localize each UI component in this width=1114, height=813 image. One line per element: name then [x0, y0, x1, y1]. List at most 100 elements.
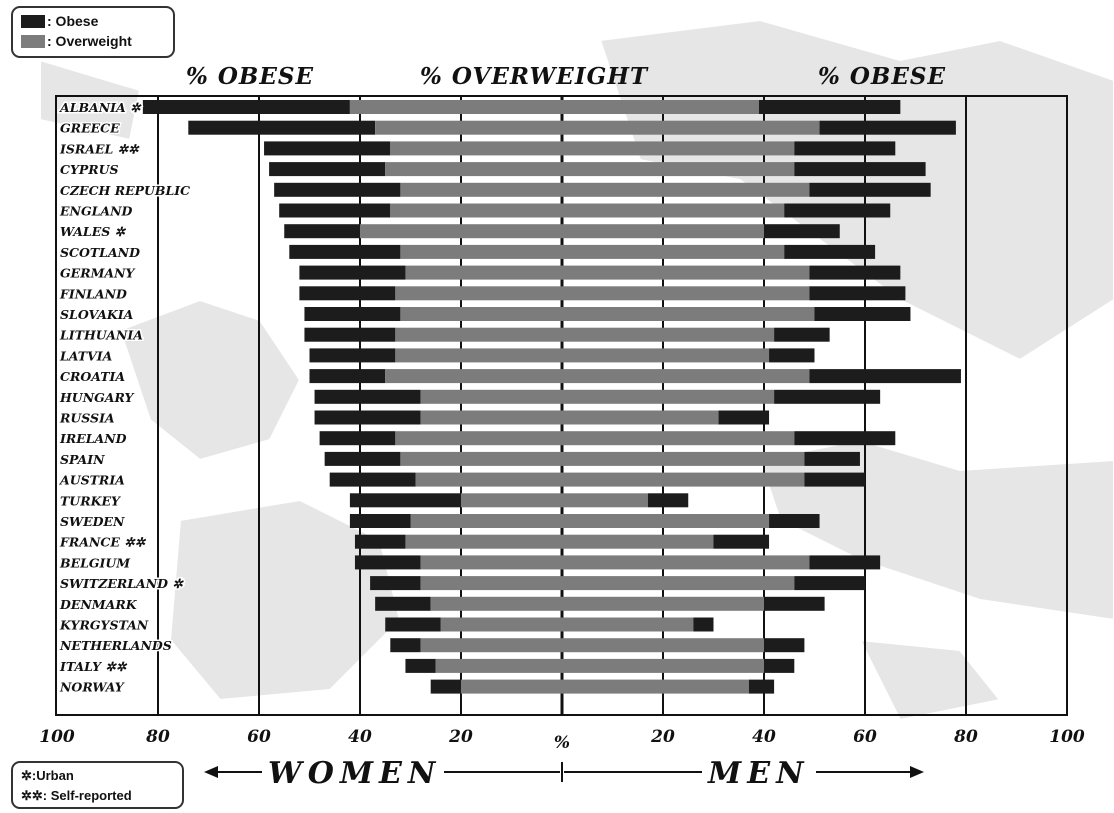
country-label: WALES ✲ [60, 224, 127, 239]
women-obese-bar [304, 327, 396, 342]
men-overweight-bar [562, 307, 815, 321]
men-obese-bar [809, 369, 961, 384]
men-overweight-bar [562, 203, 785, 218]
women-obese-bar [274, 182, 401, 197]
women-obese-bar [329, 472, 416, 487]
overweight-header: % OVERWEIGHT [420, 63, 649, 90]
men-overweight-bar [562, 576, 795, 591]
men-overweight-bar [562, 451, 805, 466]
women-obese-bar [349, 514, 411, 528]
x-tick-label: 100 [1049, 727, 1085, 747]
women-overweight-bar [420, 576, 562, 591]
men-obese-bar [814, 307, 911, 321]
women-label: WOMEN [268, 756, 441, 791]
country-label: ISRAEL ✲✲ [59, 141, 140, 156]
chart-grid [55, 95, 1068, 716]
women-overweight-bar [400, 451, 562, 466]
men-obese-bar [819, 120, 956, 135]
men-overweight-bar [562, 679, 749, 694]
men-obese-bar [784, 203, 891, 218]
self-reported-symbol: ✲✲ [21, 788, 43, 803]
women-overweight-bar [375, 120, 562, 135]
country-label: CYPRUS [60, 162, 119, 177]
right-obese-header: % OBESE [818, 63, 947, 90]
men-overweight-bar [562, 100, 759, 114]
men-obese-bar [764, 638, 805, 653]
women-obese-bar [289, 244, 401, 259]
men-overweight-bar [562, 596, 764, 611]
country-label: AUSTRIA [59, 473, 125, 488]
men-overweight-bar [562, 141, 795, 156]
women-obese-bar [319, 431, 396, 446]
women-obese-bar [269, 162, 386, 177]
women-overweight-bar [415, 472, 562, 487]
men-obese-bar [809, 555, 881, 570]
men-arrow-head [910, 766, 924, 778]
women-obese-bar [349, 493, 461, 508]
notes-legend: ✲:Urban ✲✲: Self-reported [11, 761, 184, 809]
men-obese-bar [764, 596, 825, 611]
x-center-label: % [554, 733, 570, 753]
men-obese-bar [794, 141, 896, 156]
women-obese-bar [430, 679, 461, 694]
men-obese-bar [794, 576, 865, 591]
men-overweight-bar [562, 244, 785, 259]
women-overweight-bar [420, 389, 562, 404]
x-tick-label: 20 [448, 727, 473, 747]
country-label: GERMANY [60, 266, 136, 281]
women-obese-bar [299, 265, 406, 280]
men-overweight-bar [562, 617, 694, 632]
chart-bars [142, 100, 961, 694]
women-arrow-head [204, 766, 218, 778]
x-tick-label: 40 [752, 727, 776, 747]
women-overweight-bar [435, 658, 562, 673]
country-label: ITALY ✲✲ [59, 659, 128, 674]
country-label: SLOVAKIA [60, 307, 134, 322]
men-overweight-bar [562, 493, 648, 508]
urban-symbol: ✲ [21, 768, 32, 783]
men-overweight-bar [562, 534, 714, 549]
legend: : Obese : Overweight [11, 6, 175, 58]
men-obese-bar [809, 286, 906, 301]
map-shape-2 [168, 498, 402, 702]
women-overweight-bar [400, 182, 562, 197]
men-obese-bar [769, 348, 815, 363]
gender-axis: WOMEN MEN [204, 756, 924, 791]
women-overweight-bar [405, 265, 562, 280]
men-obese-bar [718, 410, 770, 425]
country-label: LITHUANIA [59, 328, 143, 343]
men-overweight-bar [562, 286, 810, 301]
men-overweight-bar [562, 431, 795, 446]
men-obese-bar [804, 451, 860, 466]
women-obese-bar [370, 576, 421, 591]
x-axis-ticks: 100 80 60 40 20 20 40 60 80 100% [39, 727, 1085, 753]
men-obese-bar [647, 493, 689, 508]
men-overweight-bar [562, 410, 719, 425]
men-overweight-bar [562, 224, 764, 239]
women-obese-bar [354, 534, 406, 549]
men-obese-bar [713, 534, 770, 549]
country-label: DENMARK [59, 597, 138, 612]
women-overweight-bar [420, 555, 562, 570]
women-overweight-bar [405, 534, 562, 549]
country-label: SWEDEN [60, 514, 125, 529]
men-overweight-bar [562, 327, 775, 342]
x-tick-label: 80 [953, 727, 978, 747]
country-label: FINLAND [59, 286, 127, 301]
men-obese-bar [748, 679, 775, 694]
men-overweight-bar [562, 514, 770, 528]
country-label: IRELAND [59, 431, 127, 446]
map-shape-5 [39, 58, 142, 142]
women-overweight-bar [385, 162, 562, 177]
legend-label-obese: : Obese [47, 13, 99, 29]
men-obese-bar [804, 472, 865, 487]
country-label: NETHERLANDS [59, 638, 172, 653]
women-obese-bar [309, 348, 396, 363]
x-tick-label: 20 [650, 727, 675, 747]
country-label: HUNGARY [59, 390, 135, 405]
men-overweight-bar [562, 348, 770, 363]
women-overweight-bar [395, 431, 562, 446]
country-label: TURKEY [60, 493, 121, 508]
men-obese-bar [794, 431, 896, 446]
